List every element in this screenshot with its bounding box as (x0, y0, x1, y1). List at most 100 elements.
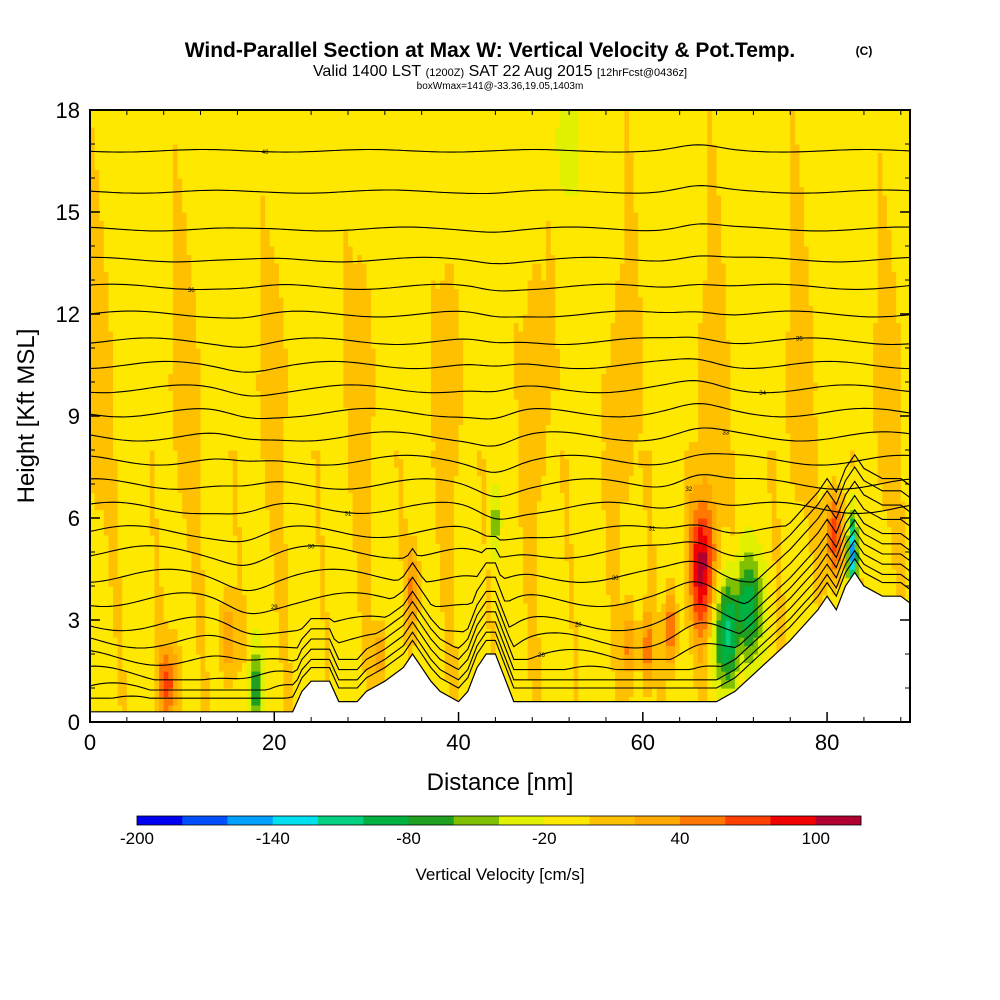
velocity-cell (242, 203, 248, 213)
velocity-cell (347, 679, 354, 689)
velocity-cell (228, 254, 234, 264)
velocity-cell (269, 662, 275, 672)
velocity-cell (269, 696, 275, 706)
velocity-cell (90, 671, 96, 681)
velocity-cell (301, 526, 308, 536)
velocity-cell (343, 569, 349, 579)
velocity-cell (380, 416, 386, 426)
velocity-cell (99, 203, 105, 213)
velocity-cell (228, 433, 234, 443)
velocity-cell (232, 399, 239, 409)
velocity-cell (315, 535, 321, 545)
velocity-cell (403, 348, 409, 358)
velocity-cell (343, 484, 349, 494)
velocity-cell (398, 518, 404, 528)
velocity-cell (154, 484, 160, 494)
velocity-cell (209, 611, 215, 621)
velocity-cell (177, 399, 183, 409)
velocity-cell (195, 110, 202, 120)
velocity-cell (292, 186, 298, 196)
velocity-cell (177, 118, 183, 128)
velocity-cell (278, 424, 285, 434)
velocity-cell (246, 127, 252, 137)
velocity-cell (292, 433, 298, 443)
velocity-cell (126, 339, 133, 349)
velocity-cell (384, 484, 391, 494)
velocity-cell (172, 212, 179, 222)
velocity-cell (357, 288, 363, 298)
velocity-cell (186, 475, 192, 485)
velocity-cell (177, 178, 183, 188)
velocity-cell (407, 611, 414, 621)
velocity-cell (122, 169, 128, 179)
velocity-cell (172, 475, 179, 485)
velocity-cell (371, 135, 377, 145)
velocity-cell (154, 467, 160, 477)
velocity-cell (122, 688, 128, 698)
velocity-cell (163, 662, 169, 672)
velocity-cell (255, 484, 262, 494)
velocity-cell (145, 152, 151, 162)
velocity-cell (320, 237, 326, 247)
velocity-cell (343, 382, 349, 392)
velocity-cell (186, 365, 192, 375)
velocity-cell (265, 271, 271, 281)
velocity-cell (182, 637, 188, 647)
velocity-cell (209, 297, 215, 307)
velocity-cell (380, 407, 386, 417)
velocity-cell (122, 305, 128, 315)
velocity-cell (232, 679, 239, 689)
velocity-cell (311, 586, 317, 596)
velocity-cell (122, 390, 128, 400)
velocity-cell (159, 263, 165, 273)
velocity-cell (218, 280, 225, 290)
velocity-cell (265, 611, 271, 621)
velocity-cell (94, 373, 100, 383)
velocity-cell (223, 195, 229, 205)
velocity-cell (149, 161, 156, 171)
velocity-cell (232, 569, 239, 579)
velocity-cell (394, 416, 400, 426)
velocity-cell (375, 654, 381, 664)
velocity-cell (126, 484, 133, 494)
velocity-cell (269, 467, 275, 477)
velocity-cell (218, 297, 225, 307)
velocity-cell (177, 696, 183, 706)
velocity-cell (145, 186, 151, 196)
velocity-cell (182, 611, 188, 621)
velocity-cell (205, 705, 211, 715)
velocity-cell (237, 662, 243, 672)
velocity-cell (195, 594, 202, 604)
velocity-cell (366, 271, 372, 281)
velocity-cell (380, 246, 386, 256)
velocity-cell (195, 671, 202, 681)
velocity-cell (136, 416, 142, 426)
velocity-cell (407, 552, 414, 562)
velocity-cell (94, 611, 100, 621)
velocity-cell (283, 135, 289, 145)
velocity-cell (205, 594, 211, 604)
velocity-cell (117, 671, 123, 681)
velocity-cell (113, 322, 119, 332)
velocity-cell (398, 203, 404, 213)
velocity-cell (99, 348, 105, 358)
velocity-cell (149, 603, 156, 613)
velocity-cell (343, 637, 349, 647)
velocity-cell (269, 373, 275, 383)
velocity-cell (122, 263, 128, 273)
velocity-cell (375, 467, 381, 477)
velocity-cell (242, 441, 248, 451)
velocity-cell (371, 645, 377, 655)
velocity-cell (288, 679, 294, 689)
velocity-cell (168, 416, 174, 426)
velocity-cell (251, 118, 257, 128)
velocity-cell (136, 135, 142, 145)
velocity-cell (205, 365, 211, 375)
velocity-cell (338, 382, 344, 392)
velocity-cell (237, 688, 243, 698)
velocity-cell (306, 220, 312, 230)
velocity-cell (191, 586, 197, 596)
velocity-cell (223, 518, 229, 528)
velocity-cell (389, 637, 395, 647)
velocity-cell (394, 288, 400, 298)
